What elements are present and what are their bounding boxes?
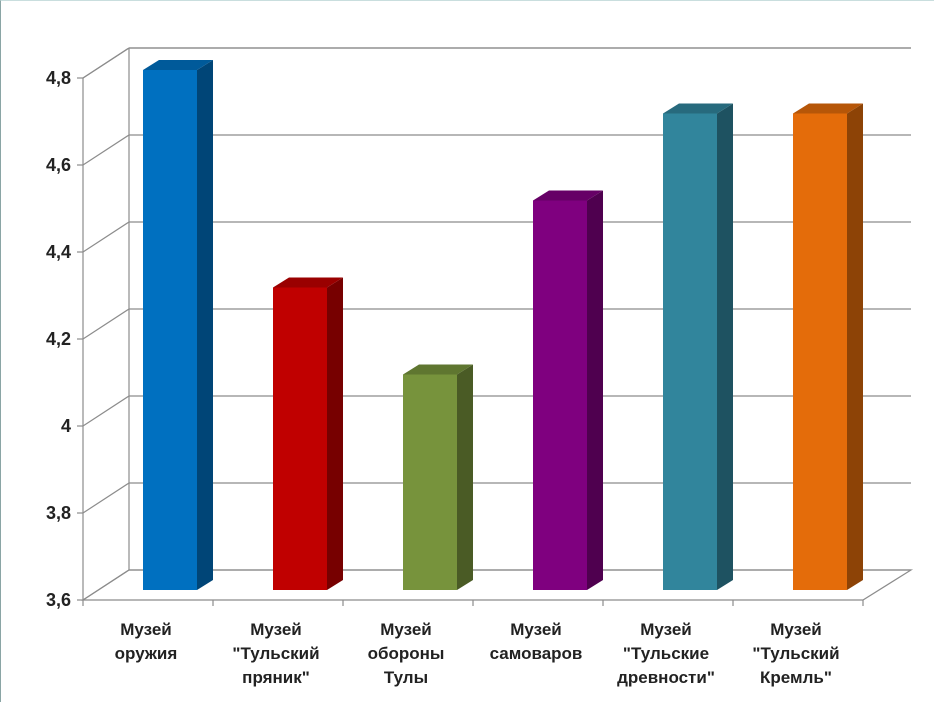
- gridlines: [82, 47, 911, 601]
- bar-side: [587, 190, 603, 590]
- bar-front: [793, 113, 847, 590]
- bar-front: [663, 113, 717, 590]
- gridline-side: [82, 482, 130, 514]
- x-category-label-line: Музей: [250, 620, 302, 639]
- bar-top: [143, 60, 213, 70]
- x-category-label: Музей "Тульский пряник": [232, 620, 319, 687]
- gridline-side: [82, 47, 130, 79]
- x-category-label-line: Музей: [640, 620, 692, 639]
- bar-front: [533, 200, 587, 590]
- x-category-label-line: "Тульские: [623, 644, 709, 663]
- x-category-label-line: обороны: [368, 644, 445, 663]
- gridline-side: [82, 134, 130, 166]
- bar: [793, 103, 863, 590]
- bar-front: [273, 287, 327, 590]
- x-category-label-line: "Тульский: [752, 644, 839, 663]
- x-axis-category-labels: Музей оружия Музей "Тульский пряник" Музей обо…: [115, 620, 840, 687]
- gridline-side: [82, 308, 130, 340]
- bar-front: [403, 374, 457, 590]
- y-tick-label: 4,8: [46, 68, 71, 88]
- y-tick-label: 4: [61, 416, 71, 436]
- x-category-label-line: Тулы: [384, 668, 428, 687]
- x-category-label-line: Музей: [770, 620, 822, 639]
- bar-top: [663, 103, 733, 114]
- x-category-label: Музей оружия: [115, 620, 178, 663]
- x-category-label: Музей "Тульский Кремль": [752, 620, 839, 687]
- y-tick-label: 3,8: [46, 503, 71, 523]
- bar: [143, 60, 213, 590]
- x-category-label-line: "Тульский: [232, 644, 319, 663]
- bar: [273, 277, 343, 590]
- bar-side: [717, 103, 733, 590]
- y-axis-tick-labels: 3,6 3,8 4 4,2 4,4 4,6 4,8: [46, 68, 71, 610]
- bars: [143, 60, 863, 590]
- bar-top: [793, 103, 863, 114]
- bar: [663, 103, 733, 590]
- x-category-label: Музей обороны Тулы: [368, 620, 445, 687]
- gridline-side: [82, 221, 130, 253]
- x-category-label-line: оружия: [115, 644, 178, 663]
- x-category-label: Музей "Тульские древности": [617, 620, 715, 687]
- x-category-label-line: Музей: [380, 620, 432, 639]
- y-tick-label: 4,2: [46, 329, 71, 349]
- x-category-label-line: Кремль": [760, 668, 832, 687]
- y-tick-label: 3,6: [46, 590, 71, 610]
- bar-top: [273, 277, 343, 288]
- gridline-side: [82, 395, 130, 427]
- x-category-label-line: древности": [617, 668, 715, 687]
- gridline-side: [82, 569, 130, 601]
- x-category-label-line: пряник": [242, 668, 310, 687]
- bar-side: [847, 103, 863, 590]
- bar: [533, 190, 603, 590]
- x-category-label-line: Музей: [120, 620, 172, 639]
- y-tick-label: 4,4: [46, 242, 71, 262]
- bar-side: [327, 277, 343, 590]
- bar-top: [533, 190, 603, 201]
- bar: [403, 364, 473, 590]
- bar-front: [143, 70, 197, 590]
- x-category-label-line: самоваров: [490, 644, 583, 663]
- bar-side: [457, 364, 473, 590]
- x-category-label: Музей самоваров: [490, 620, 583, 663]
- bar-side: [197, 60, 213, 590]
- y-tick-label: 4,6: [46, 155, 71, 175]
- axes: [77, 77, 864, 606]
- x-category-label-line: Музей: [510, 620, 562, 639]
- bar-top: [403, 364, 473, 375]
